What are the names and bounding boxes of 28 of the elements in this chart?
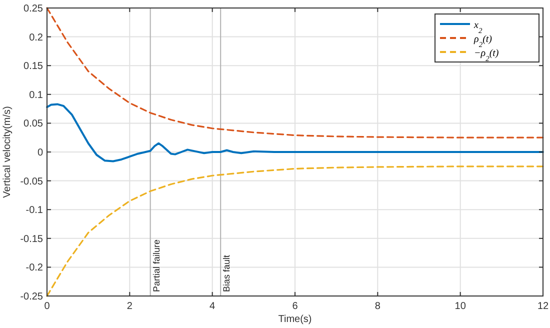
ref-line-label: Partial failure [151,239,162,292]
y-tick-label: 0.1 [29,90,44,101]
y-tick-label: 0 [37,148,44,158]
x-tick-label: 0 [44,301,50,312]
x-tick-label: 10 [454,301,466,312]
legend-label: x$_{2}$ [473,20,482,34]
x-tick-label: 8 [374,301,381,312]
legend-label: −ρ$_{2}$(t) [474,48,500,62]
line-series [46,103,544,162]
x-axis-title: Time(s) [278,314,312,325]
legend-label: ρ$_{2}$(t) [473,34,493,48]
x-tick-label: 6 [292,301,298,312]
line-series [46,7,544,138]
y-tick-label: 0.25 [24,4,44,14]
x-tick-label: 12 [537,301,549,312]
y-tick-label: 0.05 [24,118,44,130]
y-tick-label: -0.25 [20,292,44,302]
y-tick-label: -0.2 [26,262,44,274]
y-tick-label: -0.15 [20,234,44,245]
line-series [46,166,544,297]
y-tick-label: 0.15 [24,61,44,72]
y-tick-label: -0.05 [20,176,44,188]
y-axis-title: Vertical velocity(m/s) [2,106,13,198]
x-tick-label: 2 [126,301,133,312]
x-tick-label: 4 [210,301,216,312]
y-tick-label: 0.2 [29,32,44,44]
y-tick-label: -0.1 [26,205,44,216]
ref-line-label: Bias fault [222,254,232,292]
